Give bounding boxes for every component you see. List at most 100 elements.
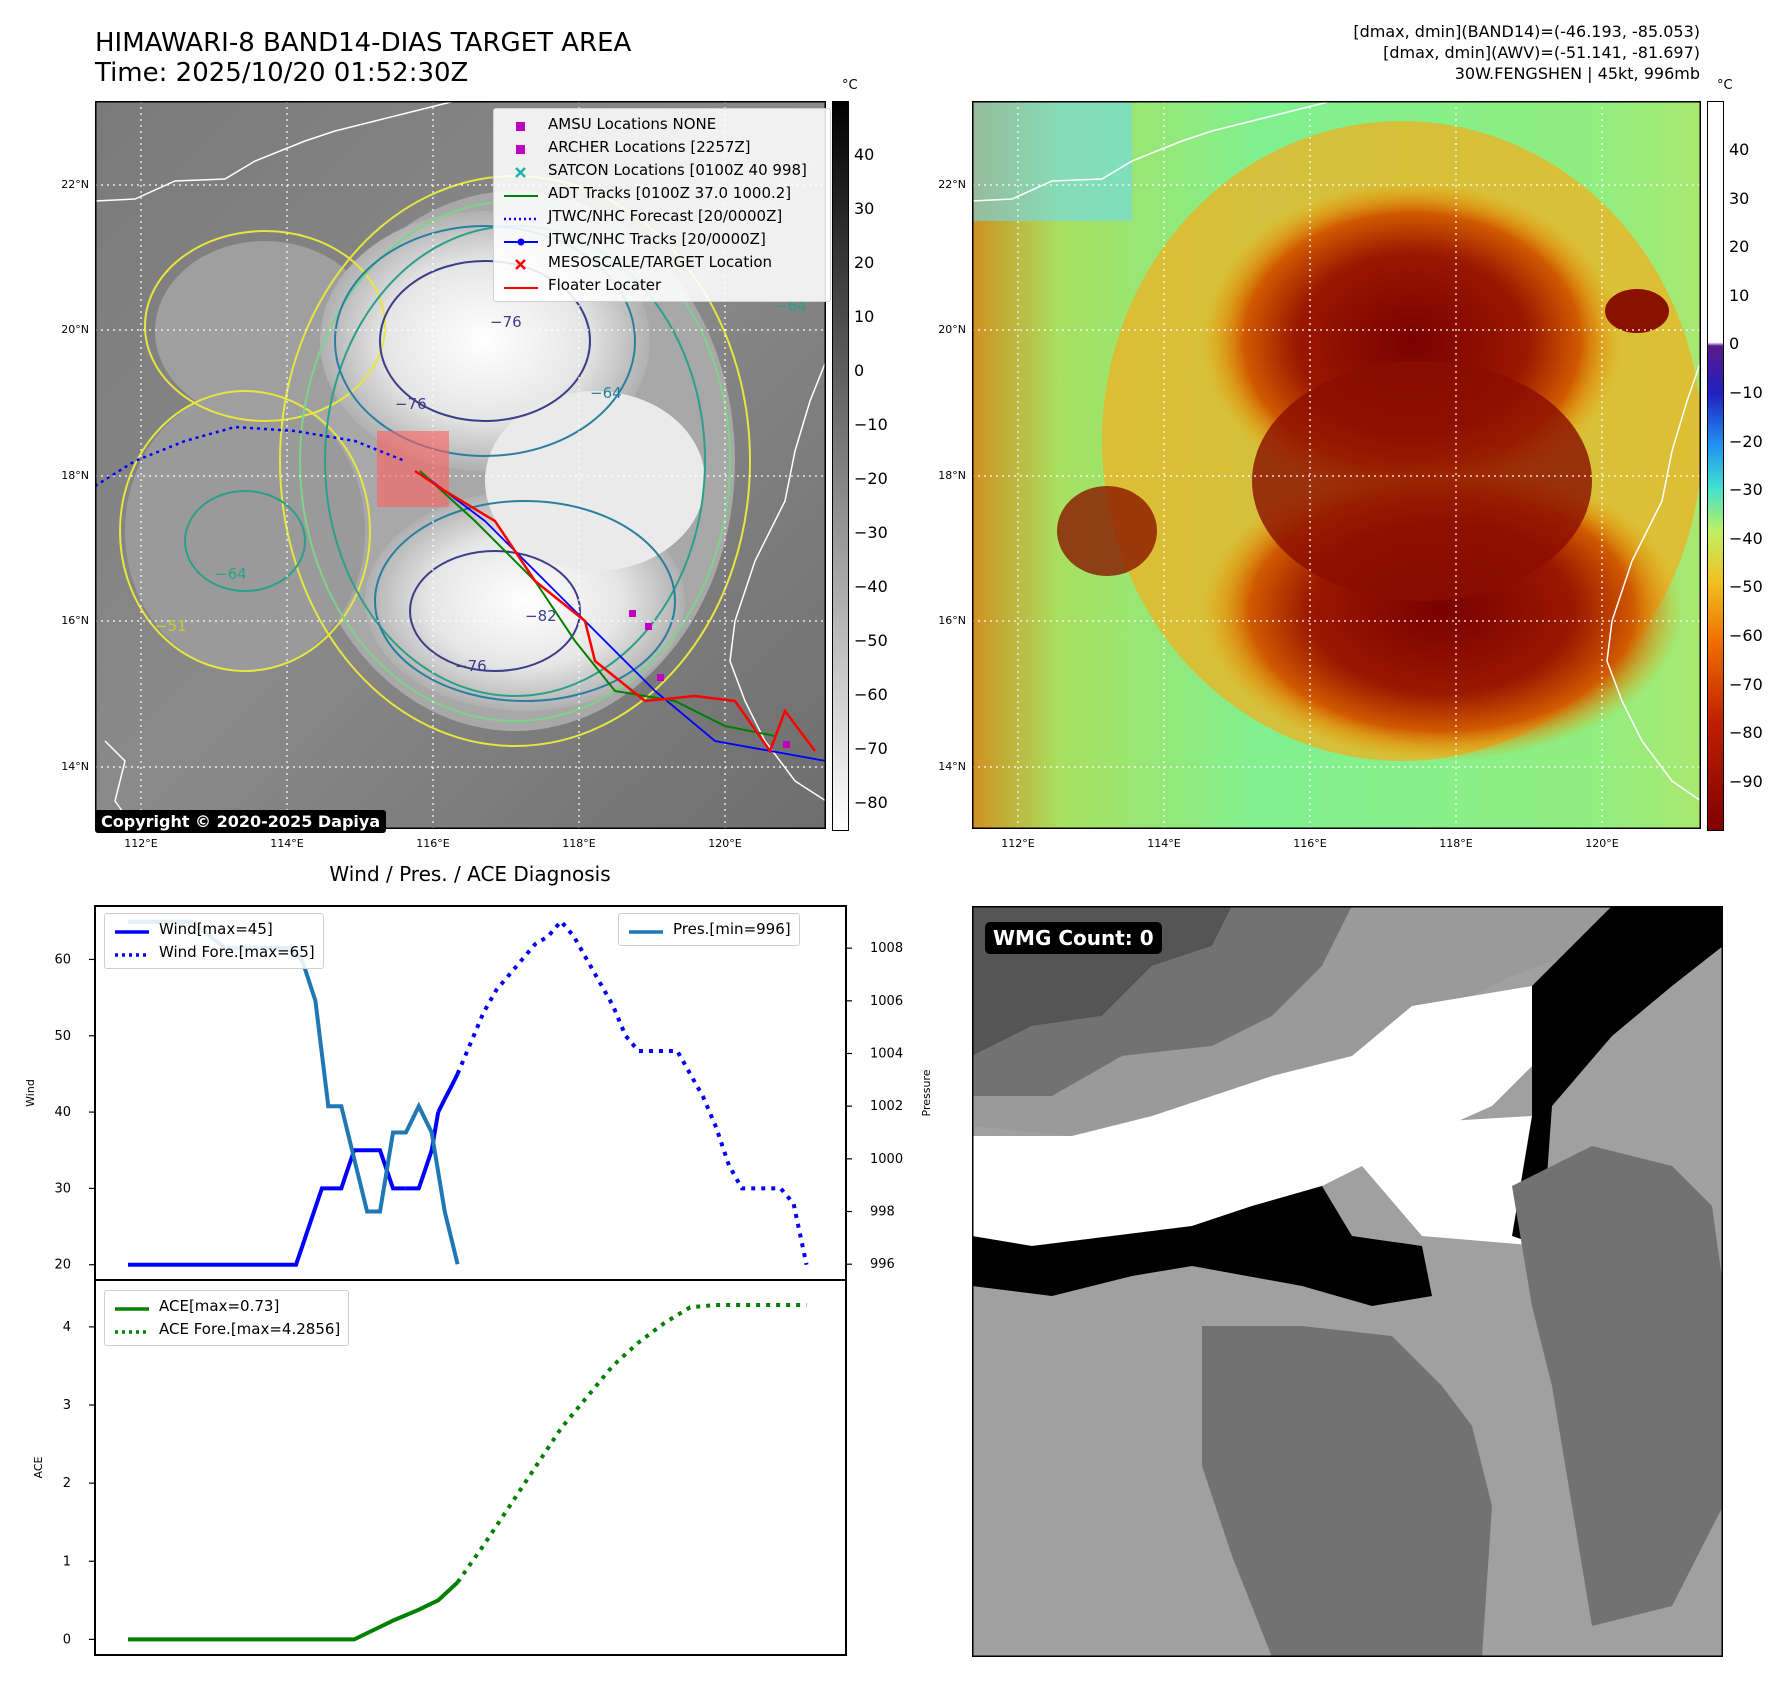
line-marker-icon (113, 923, 151, 937)
lon-tick-label: 120°E (1585, 837, 1619, 850)
colorbar-tick-label: 20 (1729, 237, 1750, 257)
legend-amsu: AMSU Locations NONE (502, 113, 822, 136)
lon-tick-label: 120°E (708, 837, 742, 850)
wind-series-line (128, 1148, 406, 1267)
wind-legend: Wind[max=45] Wind Fore.[max=65] (104, 913, 324, 969)
legend-pres: Pres.[min=996] (627, 918, 791, 941)
contour-label: −64 (215, 565, 247, 583)
ace-legend: ACE[max=0.73] ACE Fore.[max=4.2856] (104, 1290, 350, 1346)
lat-tick-label: 14°N (938, 760, 966, 773)
gray-colorbar (832, 101, 849, 831)
colorbar-tick-label: 10 (1729, 285, 1750, 305)
ace-tick-label: 4 (63, 1320, 71, 1335)
colorbar-tick-label: −80 (854, 793, 888, 812)
ace-tick-label: 2 (63, 1476, 71, 1491)
forecast-track (95, 425, 406, 488)
pres-tick-label: 1006 (870, 994, 903, 1009)
lat-tick-label: 16°N (938, 614, 966, 627)
colorbar-tick-label: −40 (1729, 528, 1763, 548)
line-marker-icon (502, 187, 540, 201)
colorbar-tick-label: 0 (1729, 334, 1740, 354)
colorbar-tick-label: 10 (854, 307, 875, 326)
color-colorbar (1707, 101, 1724, 831)
colorbar-tick-label: −30 (854, 523, 888, 542)
lon-tick-label: 114°E (1147, 837, 1181, 850)
floater-track (414, 469, 816, 754)
square-marker-icon (502, 141, 540, 155)
dmax-awv: [dmax, dmin](AWV)=(-51.141, -81.697) (1383, 43, 1700, 62)
legend-wind: Wind[max=45] (113, 918, 315, 941)
x-marker-icon (502, 164, 540, 178)
pres-tick-label: 1004 (870, 1046, 903, 1061)
diag-title: Wind / Pres. / ACE Diagnosis (329, 862, 611, 886)
pres-tick-label: 1002 (870, 1099, 903, 1114)
colorbar-tick-label: −60 (854, 685, 888, 704)
colorbar-tick-label: −60 (1729, 626, 1763, 645)
colorbar-tick-label: 30 (1729, 188, 1750, 208)
ace-tick-label: 3 (63, 1398, 71, 1413)
legend-mesoscale: MESOSCALE/TARGET Location (502, 251, 822, 274)
colorbar-tick-label: −20 (1729, 431, 1763, 451)
contour-label: −76 (395, 395, 427, 413)
colorbar-tick-label: 20 (854, 253, 875, 272)
map-contour-labels: −76 −64 −76 −82 −76 −64 −64 −51 (155, 297, 807, 675)
lat-tick-label: 16°N (61, 614, 89, 627)
wind-ylabel: Wind (24, 1079, 37, 1107)
wmg-panel (972, 906, 1723, 1657)
wind-tick-label: 40 (54, 1105, 71, 1120)
ace-tick-label: 1 (63, 1554, 71, 1569)
colorbar-tick-label: 30 (854, 199, 875, 218)
lat-tick-label: 14°N (61, 760, 89, 773)
colorbar-tick-label: −80 (1729, 723, 1763, 743)
line-marker-icon (502, 279, 540, 293)
copyright-badge: Copyright © 2020-2025 Dapiya (95, 810, 387, 833)
dotted-line-icon (502, 210, 540, 224)
colorbar-tick-label: −10 (854, 415, 888, 434)
colorbar-tick-label: −30 (1729, 480, 1763, 500)
legend-jtwc-tracks: JTWC/NHC Tracks [20/0000Z] (502, 228, 822, 251)
colorbar-unit-color: °C (1717, 78, 1733, 93)
ace-series-line (455, 1303, 807, 1584)
page-title: HIMAWARI-8 BAND14-DIAS TARGET AREA (95, 28, 632, 58)
wind-tick-label: 20 (54, 1258, 71, 1273)
square-marker-icon (502, 118, 540, 132)
colorbar-tick-label: −70 (1729, 674, 1763, 694)
colorbar-tick-label: −20 (854, 469, 888, 488)
dot-line-icon (502, 233, 540, 247)
colorbar-tick-label: −40 (854, 577, 888, 596)
legend-ace: ACE[max=0.73] (113, 1295, 340, 1318)
dmax-band14: [dmax, dmin](BAND14)=(-46.193, -85.053) (1353, 22, 1700, 41)
colorbar-tick-label: 0 (854, 361, 865, 380)
lat-tick-label: 22°N (61, 178, 89, 191)
archer-markers (629, 610, 790, 748)
legend-wind-fore: Wind Fore.[max=65] (113, 941, 315, 964)
x-marker-icon (502, 256, 540, 270)
colorbar-tick-label: −90 (1729, 771, 1763, 791)
dotted-line-icon (113, 1323, 151, 1337)
legend-adt: ADT Tracks [0100Z 37.0 1000.2] (502, 182, 822, 205)
wind-tick-label: 60 (54, 952, 71, 967)
lat-tick-label: 18°N (61, 469, 89, 482)
contour-label: −51 (155, 617, 187, 635)
lat-tick-label: 20°N (61, 323, 89, 336)
ir-cloud-shapes (125, 191, 735, 731)
pres-tick-label: 1000 (870, 1152, 903, 1167)
legend-archer: ARCHER Locations [2257Z] (502, 136, 822, 159)
legend-satcon: SATCON Locations [0100Z 40 998] (502, 159, 822, 182)
wind-tick-label: 30 (54, 1181, 71, 1196)
wind-series-line (455, 918, 809, 1266)
pres-tick-label: 1008 (870, 941, 903, 956)
wmg-count-badge: WMG Count: 0 (985, 922, 1162, 954)
lat-tick-label: 18°N (938, 469, 966, 482)
lon-tick-label: 114°E (270, 837, 304, 850)
dotted-line-icon (113, 946, 151, 960)
lon-tick-label: 112°E (1001, 837, 1035, 850)
contour-label: −82 (525, 607, 557, 625)
adt-track (419, 470, 776, 737)
line-marker-icon (627, 923, 665, 937)
colorbar-tick-label: −50 (854, 631, 888, 650)
ace-tick-label: 0 (63, 1632, 71, 1647)
pres-tick-label: 996 (870, 1257, 895, 1272)
colorbar-tick-label: 40 (854, 145, 875, 164)
awv-map (972, 101, 1701, 829)
